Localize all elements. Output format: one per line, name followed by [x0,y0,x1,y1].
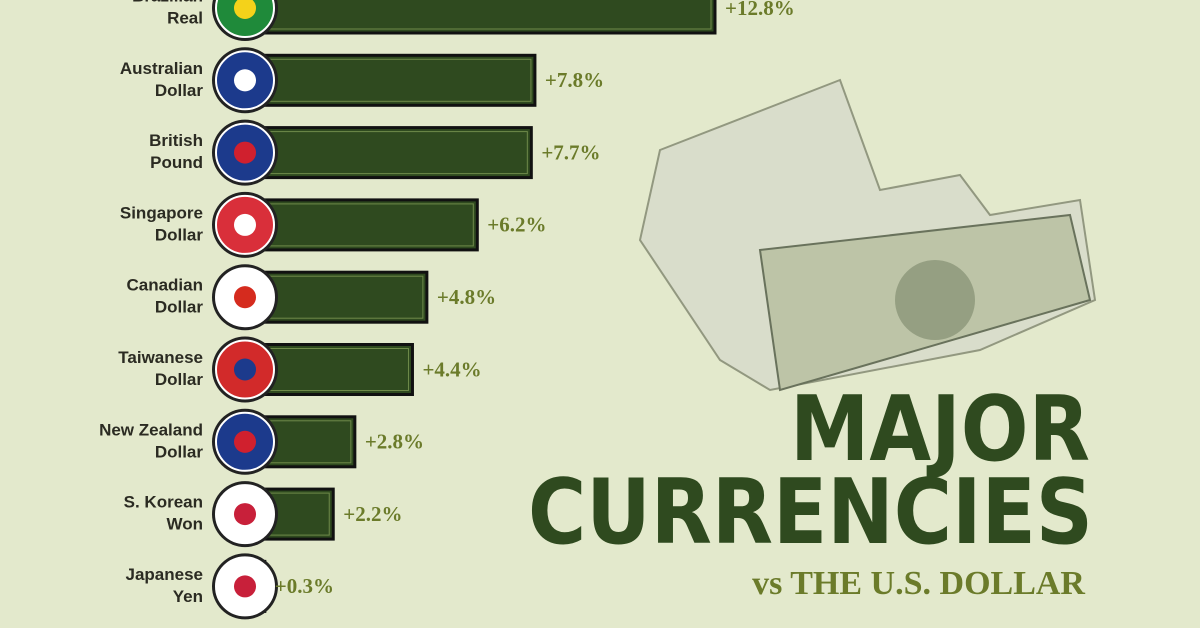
category-label: Singapore [120,203,203,222]
value-label: +7.7% [541,140,600,164]
category-label: Canadian [126,276,203,295]
bar [252,0,717,35]
flag-emblem [233,575,257,598]
dollar-bill [638,78,1097,392]
category-label: Taiwanese [118,348,203,367]
value-label: +4.4% [422,357,481,381]
category-label: Real [167,8,203,27]
category-label: Dollar [155,442,204,461]
category-label: Brazilian [132,0,203,5]
bar [252,126,533,180]
category-label: British [149,131,203,150]
category-label: Dollar [155,370,204,389]
bar [252,198,479,252]
value-label: +4.8% [437,285,496,309]
value-label: +12.8% [725,0,795,20]
flag-emblem [233,141,257,164]
bar [252,343,414,396]
flag-emblem [233,69,257,92]
category-label: Dollar [155,298,204,317]
category-label: Dollar [155,81,204,100]
value-label: +7.8% [545,68,604,92]
category-label: Won [166,515,203,534]
flag-emblem [233,503,257,526]
flag-emblem [233,0,257,20]
chart-title: MAJOR [790,377,1090,482]
category-label: Japanese [126,565,204,584]
bar [252,270,429,324]
flag-emblem [233,358,257,381]
category-label: S. Korean [124,493,203,512]
flag-emblem [233,430,257,453]
chart-subtitle: vs THE U.S. DOLLAR [752,565,1085,602]
category-label: Pound [150,153,203,172]
value-label: +6.2% [487,213,546,237]
category-label: Dollar [155,225,204,244]
flag-emblem [233,213,257,236]
category-label: Yen [173,587,203,606]
chart-title: CURRENCIES [528,460,1093,565]
value-label: +2.2% [343,502,402,526]
value-label: +0.3% [275,574,334,598]
category-label: New Zealand [99,420,203,439]
value-label: +2.8% [365,430,424,454]
flag-emblem [233,286,257,309]
bar [252,53,537,107]
category-label: Australian [120,59,203,78]
